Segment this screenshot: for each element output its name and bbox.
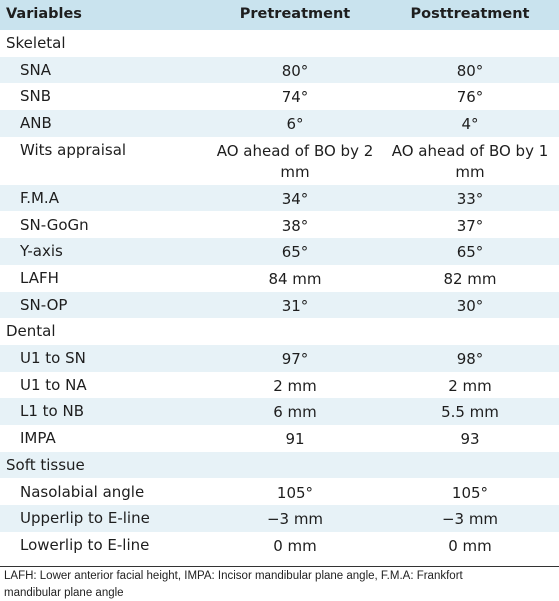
footnote-line-2: mandibular plane angle — [4, 587, 124, 599]
variable-label: Lowerlip to E-line — [20, 535, 150, 554]
footnote-line-1: LAFH: Lower anterior facial height, IMPA… — [4, 570, 463, 582]
pretreatment-value: AO ahead of BO by 2 mm — [216, 141, 374, 181]
variable-label: SNA — [20, 60, 52, 79]
table-row: SNA 80° 80° — [0, 56, 559, 84]
header-posttreatment: Posttreatment — [410, 6, 530, 22]
posttreatment-value: 65° — [456, 243, 484, 262]
table-row: Wits appraisal AO ahead of BO by 2 mm AO a… — [0, 137, 559, 185]
table-row: Skeletal — [0, 30, 559, 57]
table-row: Soft tissue — [0, 451, 559, 479]
header-pretreatment: Pretreatment — [239, 6, 351, 22]
posttreatment-value: 37° — [456, 216, 484, 235]
pretreatment-value: 65° — [281, 243, 309, 262]
table-row: ANB 6° 4° — [0, 110, 559, 137]
posttreatment-value: 93 — [460, 430, 480, 449]
table-row: Upperlip to E-line −3 mm −3 mm — [0, 505, 559, 532]
posttreatment-value: 76° — [456, 88, 484, 107]
pretreatment-value: 91 — [285, 430, 305, 449]
pretreatment-value: 80° — [281, 61, 309, 80]
variable-label: IMPA — [20, 429, 56, 448]
table-row: SNB 74° 76° — [0, 83, 559, 110]
posttreatment-value: 5.5 mm — [441, 403, 499, 422]
posttreatment-value: 2 mm — [448, 376, 492, 395]
posttreatment-value: 0 mm — [448, 536, 492, 555]
section-label: Soft tissue — [6, 455, 85, 474]
posttreatment-value: 33° — [456, 189, 484, 208]
table-footnote: LAFH: Lower anterior facial height, IMPA… — [0, 566, 559, 601]
posttreatment-value: −3 mm — [441, 510, 499, 529]
variable-label: ANB — [20, 114, 52, 133]
table-row: Nasolabial angle 105° 105° — [0, 479, 559, 506]
variable-label: U1 to SN — [20, 349, 86, 367]
table-header: Variables Pretreatment Posttreatment — [0, 0, 559, 30]
pretreatment-value: −3 mm — [266, 510, 324, 529]
table-row: Y-axis 65° 65° — [0, 238, 559, 265]
table-row: SN-OP 31° 30° — [0, 291, 559, 319]
posttreatment-value: 98° — [456, 350, 484, 368]
pretreatment-value: 105° — [276, 483, 314, 502]
table-row: U1 to NA 2 mm 2 mm — [0, 372, 559, 399]
header-variables: Variables — [6, 6, 82, 22]
pretreatment-value: 6° — [286, 115, 304, 134]
table-row: F.M.A 34° 33° — [0, 184, 559, 212]
variable-label: L1 to NB — [20, 402, 85, 421]
table-row: IMPA 91 93 — [0, 425, 559, 452]
table-row: LAFH 84 mm 82 mm — [0, 265, 559, 292]
variable-label: SN-OP — [20, 295, 68, 314]
section-label: Skeletal — [6, 34, 66, 52]
section-label: Dental — [6, 322, 56, 341]
posttreatment-value: 82 mm — [443, 269, 497, 288]
variable-label: Y-axis — [20, 242, 63, 261]
posttreatment-value: 80° — [456, 61, 484, 80]
variable-label: SN-GoGn — [20, 215, 89, 234]
posttreatment-value: 105° — [451, 483, 489, 502]
variable-label: U1 to NA — [20, 375, 87, 394]
table-row: U1 to SN 97° 98° — [0, 345, 559, 372]
variable-label: Upperlip to E-line — [20, 509, 150, 528]
variable-label: LAFH — [20, 268, 59, 287]
table-row: SN-GoGn 38° 37° — [0, 212, 559, 239]
posttreatment-value: 30° — [456, 296, 484, 315]
table-row: Dental — [0, 318, 559, 345]
pretreatment-value: 84 mm — [268, 269, 322, 288]
pretreatment-value: 2 mm — [273, 376, 317, 395]
pretreatment-value: 31° — [281, 296, 309, 315]
pretreatment-value: 38° — [281, 216, 309, 235]
posttreatment-value: 4° — [461, 115, 479, 134]
variable-label: F.M.A — [20, 188, 59, 207]
table-row: L1 to NB 6 mm 5.5 mm — [0, 398, 559, 426]
posttreatment-value: AO ahead of BO by 1 mm — [391, 141, 549, 181]
pretreatment-value: 34° — [281, 189, 309, 208]
variable-label: Nasolabial angle — [20, 482, 145, 501]
pretreatment-value: 6 mm — [273, 403, 317, 422]
table-row: Lowerlip to E-line 0 mm 0 mm — [0, 532, 559, 559]
pretreatment-value: 97° — [281, 350, 309, 368]
pretreatment-value: 74° — [281, 88, 309, 107]
pretreatment-value: 0 mm — [273, 536, 317, 555]
variable-label: Wits appraisal — [20, 140, 127, 159]
variable-label: SNB — [20, 87, 52, 106]
